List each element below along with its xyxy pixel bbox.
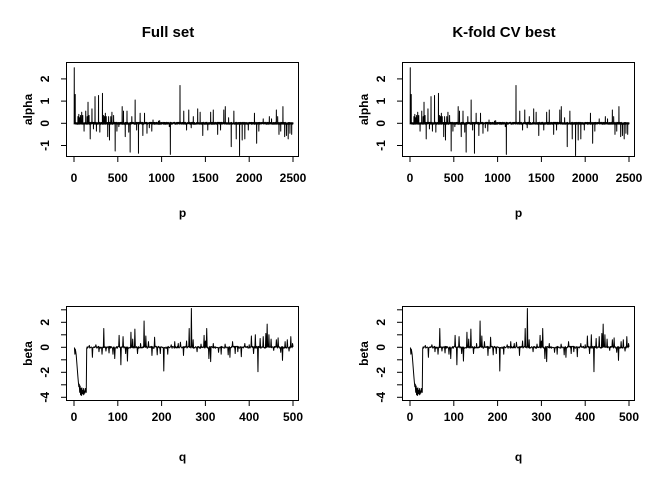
y-axis-label: alpha (21, 94, 35, 126)
x-tick-label: 0 (71, 171, 78, 185)
x-axis-label: p (515, 206, 522, 220)
y-tick-label: -1 (374, 140, 388, 151)
x-tick-label: 100 (444, 410, 464, 424)
plot-box (66, 306, 299, 401)
beta-vs-q-plot-kfold: 0 100 200 300 400 500 2 0 -2 -4 q beta (357, 306, 639, 464)
x-tick-label: 2500 (280, 171, 307, 185)
panel-kfold-alpha: K-fold CV best 0 500 1000 1500 2000 2500 2 1 0 -1… (336, 0, 672, 240)
y-tick-label: -2 (38, 367, 52, 378)
y-tick-label: 0 (374, 120, 388, 127)
alpha-vs-p-plot-kfold: 0 500 1000 1500 2000 2500 2 1 0 -1 p alpha (357, 62, 643, 220)
x-tick-label: 200 (488, 410, 508, 424)
x-tick-label: 400 (239, 410, 259, 424)
data-line-beta (73, 308, 294, 396)
x-tick-label: 500 (619, 410, 639, 424)
y-tick-label: 1 (38, 97, 52, 104)
y-tick-label: 1 (374, 97, 388, 104)
x-tick-label: 400 (575, 410, 595, 424)
x-tick-label: 1000 (484, 171, 511, 185)
y-tick-label: 2 (374, 319, 388, 326)
y-tick-label: -4 (374, 392, 388, 403)
data-line-beta (409, 308, 630, 396)
x-tick-label: 100 (108, 410, 128, 424)
x-tick-label: 0 (71, 410, 78, 424)
y-tick-label: 2 (374, 75, 388, 82)
x-tick-label: 2500 (616, 171, 643, 185)
y-tick-label: -2 (374, 367, 388, 378)
y-axis-label: beta (21, 341, 35, 366)
x-tick-label: 0 (407, 410, 414, 424)
x-tick-label: 300 (531, 410, 551, 424)
y-tick-label: 2 (38, 319, 52, 326)
x-axis-label: q (515, 450, 522, 464)
x-tick-label: 0 (407, 171, 414, 185)
x-tick-label: 500 (283, 410, 303, 424)
plot-box (402, 62, 635, 157)
x-tick-label: 300 (195, 410, 215, 424)
data-line-alpha (409, 67, 630, 156)
panel-title-full-set: Full set (141, 24, 195, 41)
x-axis-label: p (179, 206, 186, 220)
panel-kfold-beta: 0 100 200 300 400 500 2 0 -2 -4 q beta (336, 240, 672, 480)
x-tick-label: 500 (444, 171, 464, 185)
alpha-vs-p-plot-full-set: 0 500 1000 1500 2000 2500 2 1 0 -1 p alpha (21, 62, 307, 220)
x-tick-label: 200 (152, 410, 172, 424)
panel-full-set-alpha: Full set 0 500 1000 1500 2000 2500 2 1 0 -1 p alpha (0, 0, 336, 240)
x-axis-label: q (179, 450, 186, 464)
x-tick-label: 1500 (192, 171, 219, 185)
x-tick-label: 1500 (528, 171, 555, 185)
x-tick-label: 2000 (236, 171, 263, 185)
y-tick-label: 0 (38, 344, 52, 351)
y-tick-label: 2 (38, 75, 52, 82)
y-tick-label: -1 (38, 140, 52, 151)
x-tick-label: 500 (108, 171, 128, 185)
panel-title-kfold: K-fold CV best (452, 24, 556, 41)
y-tick-label: 0 (38, 120, 52, 127)
x-tick-label: 2000 (572, 171, 599, 185)
panel-full-set-beta: 0 100 200 300 400 500 2 0 -2 -4 q beta (0, 240, 336, 480)
x-tick-label: 1000 (148, 171, 175, 185)
plot-box (402, 306, 635, 401)
y-axis-label: beta (357, 341, 371, 366)
plot-box (66, 62, 299, 157)
y-axis-label: alpha (357, 94, 371, 126)
y-tick-label: 0 (374, 344, 388, 351)
data-line-alpha (73, 67, 294, 156)
y-tick-label: -4 (38, 392, 52, 403)
beta-vs-q-plot-full-set: 0 100 200 300 400 500 2 0 -2 -4 q beta (21, 306, 303, 464)
